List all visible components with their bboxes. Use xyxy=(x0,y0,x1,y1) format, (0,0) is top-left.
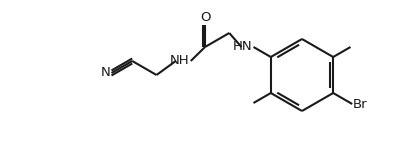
Text: N: N xyxy=(101,66,111,80)
Text: O: O xyxy=(200,11,210,24)
Text: HN: HN xyxy=(233,40,253,54)
Text: NH: NH xyxy=(170,54,190,68)
Text: Br: Br xyxy=(353,98,368,111)
